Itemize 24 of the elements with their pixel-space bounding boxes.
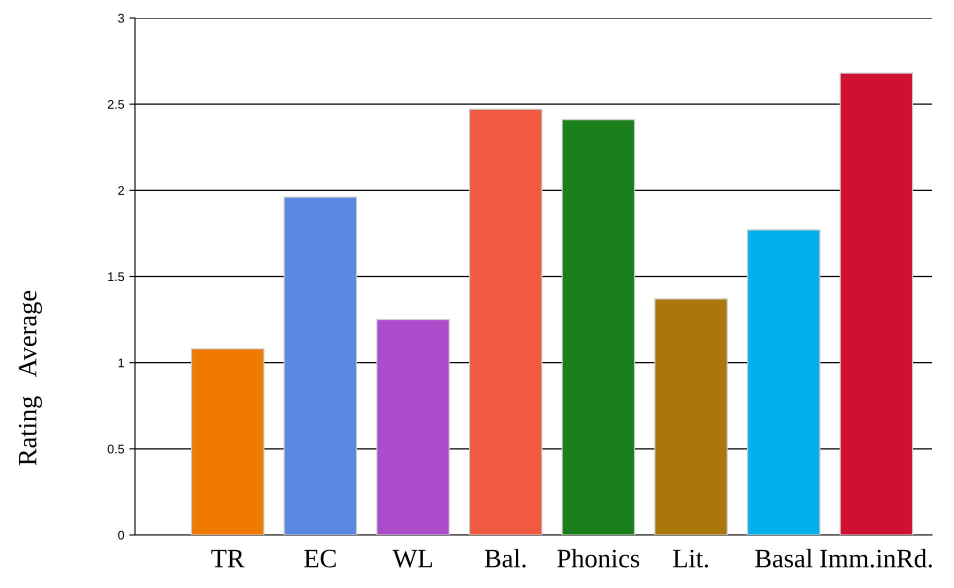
x-tick-label: Imm.inRd. (820, 548, 932, 568)
x-tick-label: Lit. (673, 550, 708, 568)
x-tick-label: Phonics (557, 548, 640, 568)
y-tick-label: 1.5 (108, 272, 124, 282)
y-tick-label: 0 (118, 530, 124, 540)
y-tick-label: 2.5 (108, 100, 124, 109)
bar (284, 196, 358, 535)
bar (747, 229, 820, 535)
bar (376, 319, 450, 535)
bar (840, 72, 914, 535)
bar (654, 298, 728, 535)
y-tick-label: 2 (118, 186, 124, 195)
bar (190, 348, 264, 535)
x-tick-label: TR (211, 550, 244, 568)
y-tick-label: 1 (118, 358, 124, 368)
x-tick-label: Basal (755, 548, 813, 568)
x-tick-label: EC (304, 550, 336, 568)
bar (469, 108, 542, 535)
x-tick-label: WL (392, 550, 432, 568)
y-tick-label: 0.5 (108, 444, 124, 454)
x-tick-label: Bal. (484, 548, 526, 568)
y-axis-title: Rating Average (18, 290, 42, 466)
y-tick-label: 3 (118, 14, 124, 23)
bar (562, 119, 636, 535)
